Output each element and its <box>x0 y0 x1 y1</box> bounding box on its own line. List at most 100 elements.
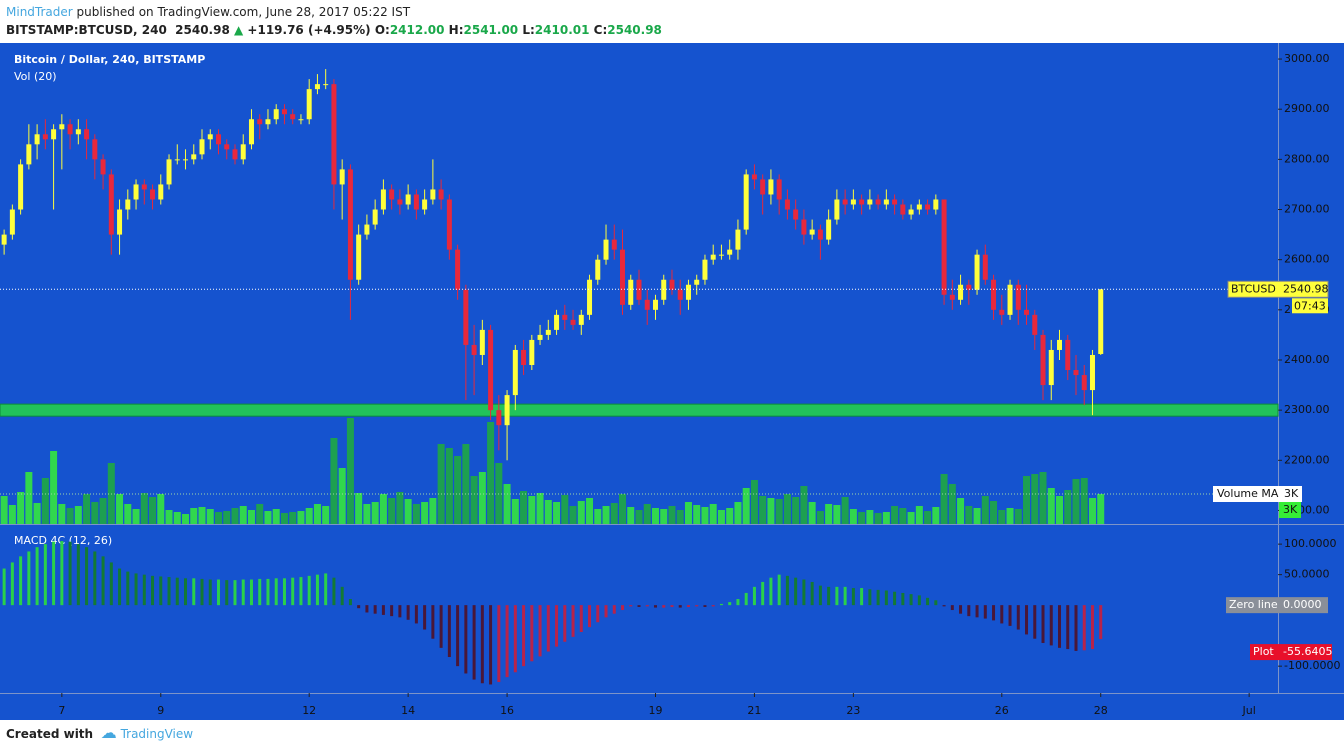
volume-bar <box>33 503 41 524</box>
candle-body <box>339 169 345 185</box>
volume-tag-bg <box>1279 502 1301 518</box>
volume-bar <box>116 494 124 524</box>
candle-body <box>298 119 304 121</box>
candle-body <box>793 209 799 220</box>
volume-bar <box>668 506 676 524</box>
candle-body <box>18 164 24 210</box>
candle-body <box>999 309 1005 315</box>
volume-bar <box>594 509 602 524</box>
volume-bar <box>412 504 420 524</box>
volume-bar <box>379 494 387 524</box>
volume-bar <box>1072 479 1080 524</box>
candle-body <box>727 249 733 255</box>
volume-bar <box>289 512 297 524</box>
volume-bar <box>948 484 956 524</box>
macd-bar <box>282 578 286 606</box>
support-zone <box>0 403 1279 417</box>
zero-tag-name: Zero line <box>1229 598 1278 611</box>
volume-bar <box>915 506 923 524</box>
candle-body <box>751 174 757 180</box>
macd-bar <box>744 592 748 606</box>
volume-bar <box>858 512 866 524</box>
volume-bar <box>322 506 330 524</box>
x-tick-label: 23 <box>846 704 860 717</box>
volume-bar <box>866 510 874 524</box>
macd-bar <box>68 541 72 606</box>
volume-bar <box>1097 494 1105 524</box>
volume-bar <box>247 510 255 524</box>
macd-bar <box>703 605 707 607</box>
candle-body <box>611 239 617 250</box>
candle-body <box>801 219 807 235</box>
volume-bar <box>74 506 82 524</box>
macd-bar <box>596 605 600 623</box>
candle-body <box>883 199 889 205</box>
footer: Created with ☁ TradingView <box>6 723 193 742</box>
candle-body <box>158 184 164 200</box>
x-tick-label: 14 <box>401 704 415 717</box>
candle-body <box>100 159 106 175</box>
macd-bar <box>241 579 245 606</box>
macd-bar <box>2 568 6 606</box>
macd-bar <box>489 605 493 685</box>
macd-bar <box>901 592 905 606</box>
price-tag-name: BTCUSD <box>1231 282 1276 295</box>
macd-bar <box>752 586 756 606</box>
macd-bar <box>35 547 39 606</box>
macd-bar <box>530 605 534 662</box>
volume-bar <box>726 508 734 524</box>
candle-body <box>397 199 403 205</box>
x-tick-label: 19 <box>648 704 662 717</box>
volume-bar <box>1014 509 1022 524</box>
volume-bar <box>17 492 25 524</box>
candle-body <box>257 119 263 125</box>
volume-bar <box>173 512 181 524</box>
candle-body <box>966 284 972 290</box>
candle-body <box>900 204 906 215</box>
candle-body <box>166 159 172 185</box>
macd-bar <box>151 575 155 606</box>
macd-tick-label: 100.0000 <box>1284 537 1337 550</box>
macd-bar <box>192 578 196 606</box>
macd-bar <box>101 556 105 606</box>
volume-bar <box>25 472 33 524</box>
volume-bar <box>231 508 239 524</box>
author[interactable]: MindTrader <box>6 5 73 19</box>
macd-bar <box>1033 605 1037 639</box>
volume-bar <box>396 492 404 524</box>
candle-body <box>941 199 947 295</box>
macd-bar <box>653 605 657 608</box>
volume-bar <box>272 509 280 524</box>
candle-body <box>1048 349 1054 386</box>
candle-body <box>603 239 609 260</box>
macd-bar <box>612 605 616 614</box>
macd-bar <box>637 605 641 607</box>
candle-body <box>916 204 922 210</box>
brand[interactable]: TradingView <box>120 727 194 741</box>
volume-bar <box>998 510 1006 524</box>
volume-bar <box>91 502 99 524</box>
macd-bar <box>678 605 682 608</box>
macd-bar <box>992 605 996 621</box>
macd-bar <box>926 597 930 606</box>
countdown-bg <box>1292 298 1328 314</box>
volume-bar <box>577 501 585 524</box>
candle-body <box>1081 375 1087 391</box>
candle-body <box>652 299 658 310</box>
candle-body <box>215 134 221 145</box>
volume-bar <box>371 502 379 524</box>
candle-body <box>207 134 213 140</box>
candle-body <box>224 144 230 150</box>
candle-body <box>991 279 997 310</box>
macd-title: MACD 4C (12, 26) <box>14 534 112 547</box>
candle-body <box>826 219 832 240</box>
volume-bar <box>742 488 750 524</box>
macd-bar <box>736 599 740 606</box>
macd-bar <box>975 605 979 618</box>
macd-bar <box>645 605 649 607</box>
macd-bar <box>52 541 56 606</box>
candle-body <box>240 144 246 160</box>
candle-body <box>529 339 535 366</box>
macd-bar <box>266 578 270 606</box>
volume-bar <box>83 494 91 524</box>
